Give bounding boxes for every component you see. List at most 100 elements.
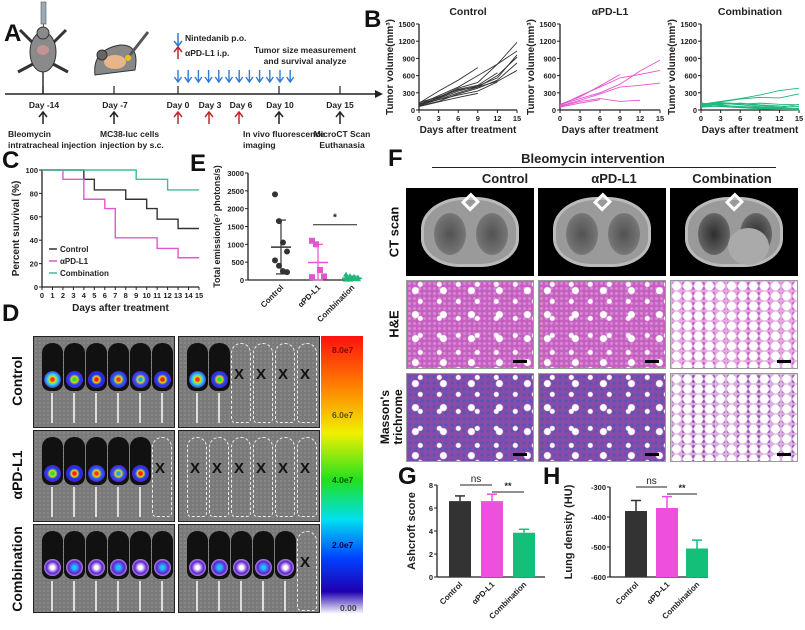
y-tick-label: 60: [30, 213, 38, 222]
y-tick-label: 3000: [227, 169, 244, 178]
y-tick-label: 600: [543, 72, 556, 81]
x-tick-label: 15: [795, 114, 803, 123]
luminescence-signal: [154, 371, 171, 388]
mouse-image: [64, 531, 85, 611]
x-tick-label: 8: [124, 291, 128, 300]
y-tick-label: 1000: [227, 240, 244, 249]
colorbar-tick: 2.0e7: [332, 540, 354, 550]
mouse-image: [108, 531, 129, 611]
panel-label-b: B: [364, 6, 382, 33]
x-tick-label: 0: [699, 114, 703, 123]
survival-curve: [42, 169, 199, 191]
y-tick-label: 1500: [398, 20, 415, 29]
x-tick-label: 3: [71, 291, 75, 300]
bar: [686, 548, 708, 577]
tumor-growth-line: [559, 99, 601, 108]
y-tick-label: 1200: [398, 37, 415, 46]
luminescence-signal: [189, 371, 206, 388]
deceased-mouse-outline: X: [275, 343, 295, 423]
event-text: intratracheal injection: [8, 140, 97, 150]
measure-note-1: Tumor size measurement: [254, 45, 356, 55]
x-tick-label: 6: [456, 114, 460, 123]
deceased-marker: X: [212, 460, 223, 477]
x-tick-label: 15: [656, 114, 664, 123]
day-label: Day -7: [102, 100, 128, 110]
mouse-image: [231, 531, 252, 611]
x-tick-label: 7: [113, 291, 117, 300]
luminescence-signal: [132, 559, 149, 576]
panel-label-a: A: [4, 20, 22, 47]
deceased-mouse-outline: X: [275, 437, 295, 517]
x-tick-label: 6: [103, 291, 107, 300]
luminescence-signal: [44, 465, 61, 482]
tumor-growth-line: [418, 92, 478, 107]
data-point: [284, 248, 290, 255]
luminescence-signal: [66, 371, 83, 388]
colorbar-tick: 4.0e7: [332, 475, 354, 485]
deceased-marker: X: [300, 460, 311, 477]
deceased-mouse-outline: X: [253, 437, 273, 517]
data-point: [321, 273, 327, 280]
deceased-mouse-outline: X: [152, 437, 172, 517]
y-tick-label: 900: [543, 54, 556, 63]
luminescence-signal: [88, 559, 105, 576]
significance-label: **: [504, 481, 512, 491]
panel-label-h: H: [543, 463, 561, 490]
colorbar: [321, 336, 363, 614]
tumor-growth-line: [559, 82, 661, 107]
colorbar-tick: 6.0e7: [332, 410, 354, 420]
category-label: αPD-L1: [470, 580, 497, 607]
luminescence-signal: [66, 559, 83, 576]
x-tick-label: 13: [174, 291, 182, 300]
luminescence-signal: [110, 465, 127, 482]
bar: [449, 501, 471, 577]
header-rule: [432, 167, 776, 168]
ct-scan-image: [406, 188, 534, 276]
y-axis-label: Total emission(e⁷ photons/s): [212, 165, 222, 288]
mouse-image: [86, 437, 107, 517]
panel-label-d: D: [2, 300, 20, 327]
x-tick-label: 12: [636, 114, 644, 123]
x-tick-label: 3: [437, 114, 441, 123]
x-tick-label: 6: [738, 114, 742, 123]
mouse-image: [86, 531, 107, 611]
deceased-mouse-outline: X: [187, 437, 207, 517]
y-tick-label: 300: [684, 89, 697, 98]
chart-title: Combination: [718, 6, 782, 18]
mouse-image: [130, 531, 151, 611]
y-axis-label: Lung density (HU): [563, 484, 575, 579]
scale-bar: [645, 453, 659, 456]
significance-label: ns: [646, 476, 657, 487]
scale-bar: [777, 360, 791, 363]
panel-label-g: G: [398, 463, 417, 490]
mouse-image: [130, 343, 151, 423]
x-tick-label: 3: [719, 114, 723, 123]
y-tick-label: 1200: [680, 37, 697, 46]
deceased-mouse-outline: X: [297, 437, 317, 517]
deceased-marker: X: [234, 366, 245, 383]
mouse-image: [42, 531, 63, 611]
column-header: αPD-L1: [591, 171, 637, 186]
y-tick-label: 300: [402, 89, 415, 98]
mouse-image: [275, 531, 296, 611]
x-tick-label: 9: [618, 114, 622, 123]
nintedanib-dose-arrow-icon: [214, 70, 223, 84]
masson-trichrome-image: [538, 373, 666, 462]
y-tick-label: 0: [693, 106, 697, 115]
y-tick-label: 80: [30, 189, 38, 198]
imaging-panel: X: [33, 430, 175, 522]
day-label: Day -14: [28, 100, 60, 110]
y-tick-label: 600: [402, 72, 415, 81]
category-label: αPD-L1: [645, 580, 672, 607]
y-tick-label: 2000: [227, 205, 244, 214]
mouse-image: [42, 343, 63, 423]
luminescence-signal: [66, 465, 83, 482]
luminescence-signal: [44, 371, 61, 388]
bar: [656, 508, 678, 577]
y-tick-label: 900: [402, 54, 415, 63]
data-point: [317, 267, 323, 274]
mouse-image: [130, 437, 151, 517]
he-stain-image: [538, 280, 666, 369]
